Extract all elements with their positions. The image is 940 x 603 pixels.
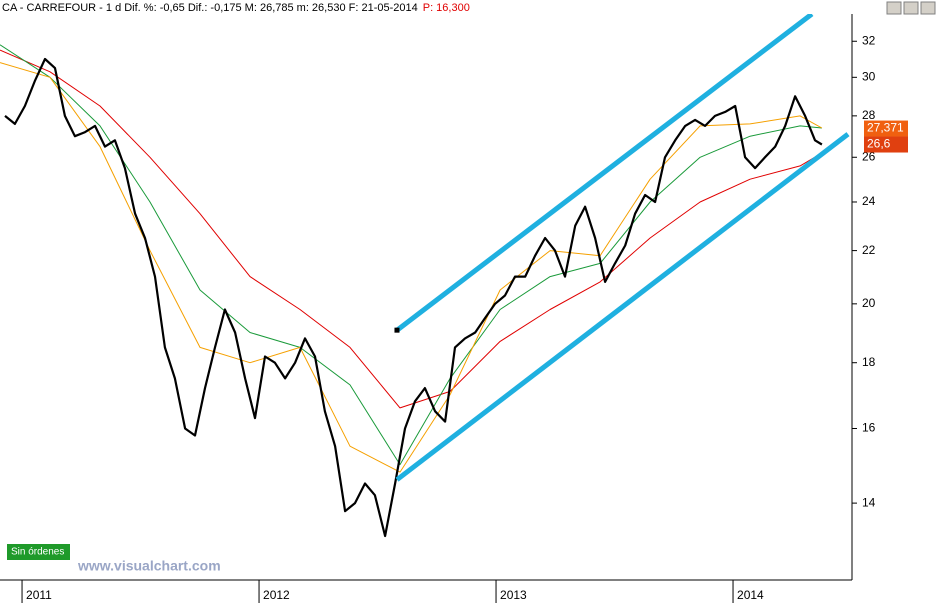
close-button[interactable]	[920, 1, 936, 15]
maximize-button[interactable]	[903, 1, 919, 15]
window-buttons[interactable]	[886, 1, 936, 15]
y-tick-label: 32	[862, 33, 876, 47]
y-tick-label: 20	[862, 296, 876, 310]
y-tick-label: 30	[862, 69, 876, 83]
moving-average	[0, 44, 822, 466]
header-title: CA - CARREFOUR - 1 d Dif. %: -0,65 Dif.:…	[2, 2, 418, 14]
x-tick-label: 2012	[263, 588, 290, 602]
channel-line	[395, 14, 814, 333]
channel-line	[395, 132, 850, 482]
plot	[0, 14, 850, 538]
minimize-button[interactable]	[886, 1, 902, 15]
y-tick-label: 16	[862, 421, 876, 435]
last-value-box	[864, 136, 908, 153]
last-value-box	[864, 120, 908, 137]
moving-average	[0, 62, 823, 473]
header-bg	[0, 0, 475, 16]
y-tick-label: 26	[862, 149, 876, 163]
x-tick-label: 2011	[26, 588, 52, 602]
channel-handle	[394, 327, 400, 333]
moving-average	[0, 49, 823, 409]
y-tick-label: 28	[862, 108, 876, 122]
y-tick-label: 24	[862, 194, 876, 208]
y-tick-label: 22	[862, 243, 876, 257]
header-price: P: 16,300	[423, 2, 470, 14]
watermark: www.visualchart.com	[77, 558, 221, 574]
y-tick-label: 18	[862, 355, 876, 369]
x-tick-label: 2013	[500, 588, 527, 602]
x-tick-label: 2014	[737, 588, 764, 602]
last-value-label: 27,371	[867, 121, 904, 135]
price-line	[4, 57, 823, 538]
y-tick-label: 14	[862, 495, 876, 509]
status-text: Sin órdenes	[11, 547, 64, 558]
last-value-label: 26,6	[867, 137, 891, 151]
status-box[interactable]	[7, 544, 70, 560]
